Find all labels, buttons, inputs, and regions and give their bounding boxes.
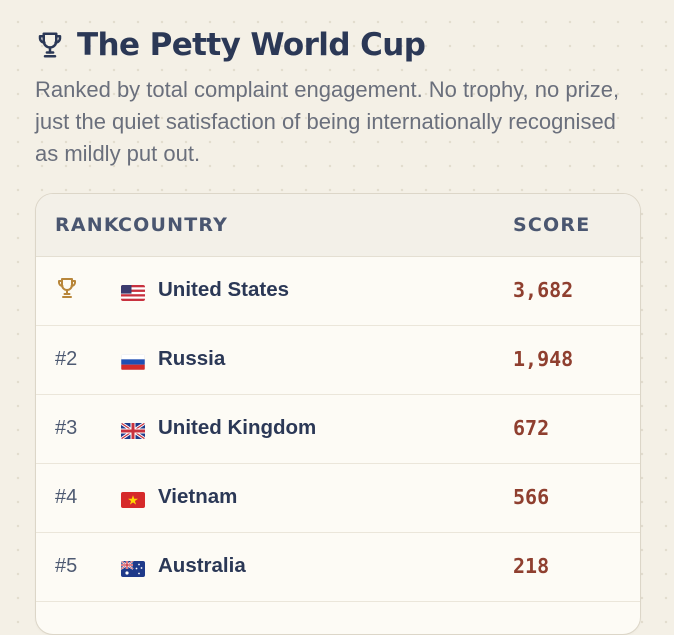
column-header-rank: RANK — [55, 214, 120, 236]
score-value: 218 — [513, 554, 550, 578]
score-value: 566 — [513, 485, 550, 509]
rank-value: #4 — [55, 486, 78, 508]
table-header: RANK COUNTRY SCORE — [36, 194, 640, 257]
australia-flag-icon — [121, 561, 145, 577]
column-header-country: COUNTRY — [118, 214, 229, 236]
rank-value: #5 — [55, 555, 78, 577]
russia-flag-icon — [121, 354, 145, 370]
table-row: United States 3,682 — [36, 257, 640, 326]
trophy-icon — [38, 32, 62, 58]
country-name: Australia — [158, 554, 246, 577]
table-row: #2 Russia 1,948 — [36, 326, 640, 395]
page-subtitle: Ranked by total complaint engagement. No… — [35, 77, 620, 166]
leaderboard-table: RANK COUNTRY SCORE United States 3,682 #… — [35, 193, 641, 635]
us-flag-icon — [121, 285, 145, 301]
rank-value: #3 — [55, 417, 78, 439]
vietnam-flag-icon — [121, 492, 145, 508]
table-row: #3 United Kingdom 672 — [36, 395, 640, 464]
table-row: #4 Vietnam 566 — [36, 464, 640, 533]
page-header: The Petty World Cup Ranked by total comp… — [35, 24, 645, 170]
score-value: 1,948 — [513, 347, 574, 371]
country-name: Russia — [158, 347, 226, 370]
uk-flag-icon — [121, 423, 145, 439]
table-row: #5 Australia 218 — [36, 533, 640, 602]
rank-value: #2 — [55, 348, 78, 370]
country-name: Vietnam — [158, 485, 238, 508]
title-row: The Petty World Cup — [35, 24, 645, 66]
page-title: The Petty World Cup — [77, 27, 426, 63]
score-value: 672 — [513, 416, 550, 440]
country-name: United States — [158, 278, 289, 301]
trophy-icon — [58, 278, 76, 298]
score-value: 3,682 — [513, 278, 574, 302]
column-header-score: SCORE — [513, 214, 591, 236]
country-name: United Kingdom — [158, 416, 317, 439]
